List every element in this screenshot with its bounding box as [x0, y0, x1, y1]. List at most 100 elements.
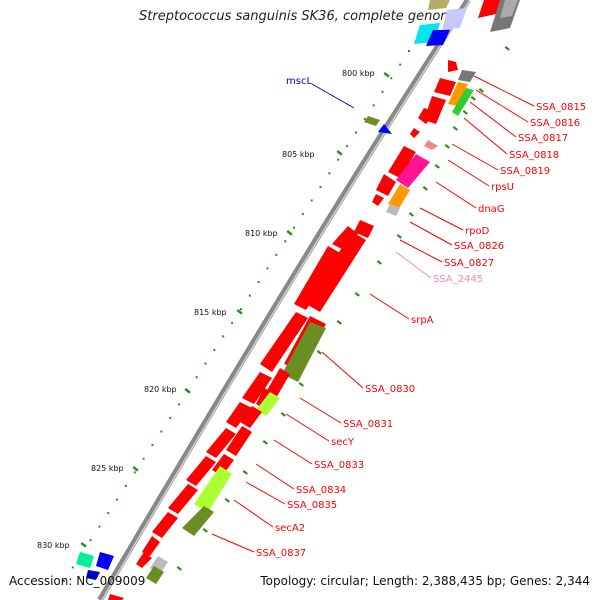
leader-line [255, 463, 295, 490]
tick-dot [257, 281, 260, 283]
tick-dot [408, 50, 410, 52]
gene-label-ssa-0837: SSA_0837 [256, 548, 306, 559]
gene-label-srpa: srpA [411, 315, 434, 326]
gene-block [434, 78, 456, 96]
scale-labels: 800 kbp 805 kbp 810 kbp 815 kbp 820 kbp 825 k… [37, 69, 375, 550]
inner-tick [452, 125, 458, 131]
scale-tick [80, 542, 87, 548]
leader-line [419, 207, 464, 231]
gene-labels: mscL SSA_0815 SSA_0816 SSA_0817 SSA_0818 SSA_… [256, 76, 586, 559]
gene-block [294, 246, 342, 310]
gene-label-ssa-0833: SSA_0833 [314, 460, 364, 471]
tick-dot [231, 321, 234, 324]
gene-block [96, 552, 114, 570]
tick-dot [381, 90, 384, 93]
leader-line [273, 439, 313, 465]
tick-dot [107, 512, 110, 515]
inner-tick [242, 470, 248, 475]
gene-label-secy: secY [331, 437, 355, 448]
gene-block [136, 552, 152, 568]
leader-line [285, 413, 330, 442]
tick-dot [328, 172, 331, 175]
gene-label-ssa-0830: SSA_0830 [365, 384, 415, 395]
inner-tick [462, 110, 468, 115]
gene-block [378, 124, 392, 134]
gene-block [426, 30, 450, 46]
inner-tick [262, 440, 268, 445]
tick-dot [301, 213, 304, 216]
leader-line [409, 221, 453, 246]
scale-tick [286, 230, 293, 236]
gene-label-ssa-2445: SSA_2445 [433, 274, 483, 285]
gene-block [182, 506, 214, 536]
scale-label: 825 kbp [91, 464, 124, 473]
inner-tick [336, 320, 342, 325]
inner-tick [396, 234, 402, 239]
accession-text: Accession: NC_009009 [9, 574, 146, 588]
gene-label-ssa-0827: SSA_0827 [444, 258, 494, 269]
tick-dot [363, 117, 366, 120]
tick-dot [195, 376, 198, 379]
gene-label-rpsu: rpsU [491, 182, 514, 193]
leader-line [311, 83, 355, 109]
map-title: Streptococcus sanguinis SK36, complete g… [139, 9, 461, 24]
leader-line [463, 117, 508, 155]
gene-label-mscl: mscL [286, 76, 312, 87]
gene-block [442, 8, 467, 30]
scale-tick [336, 150, 343, 156]
gene-block [354, 220, 374, 238]
gene-block [76, 552, 94, 568]
tick-dot [63, 580, 65, 582]
gene-blocks-top [414, 0, 520, 46]
leader-line [395, 251, 432, 279]
tick-dot [204, 362, 207, 365]
inner-tick [354, 292, 360, 297]
leader-line [399, 239, 443, 263]
gene-block [152, 512, 178, 538]
tick-dot [310, 199, 313, 202]
tick-dot [239, 308, 242, 311]
leader-line [233, 499, 274, 528]
gene-block [452, 88, 474, 116]
inner-tick-marks [176, 45, 510, 571]
gene-label-ssa-0815: SSA_0815 [536, 102, 586, 113]
gene-block [86, 570, 100, 580]
inner-tick [280, 412, 286, 417]
gene-label-ssa-0818: SSA_0818 [509, 150, 559, 161]
gene-block [448, 82, 468, 106]
leader-line [447, 159, 490, 187]
gene-block [448, 60, 458, 72]
gene-block [256, 392, 280, 416]
inner-tick [376, 260, 382, 265]
gene-block [372, 194, 384, 206]
scale-label: 815 kbp [194, 308, 227, 317]
gene-block [410, 128, 420, 138]
tick-dot [337, 158, 340, 161]
tick-dot [390, 77, 393, 80]
genome-backbone-highlight [101, 0, 471, 600]
gene-block [428, 0, 450, 10]
gene-label-ssa-0826: SSA_0826 [454, 241, 504, 252]
gene-block [306, 232, 366, 312]
gene-block [332, 226, 358, 250]
leader-line [245, 481, 286, 505]
scale-label: 800 kbp [342, 69, 375, 78]
leader-line [211, 533, 255, 553]
leader-lines [211, 75, 535, 553]
inner-tick [316, 349, 322, 355]
tick-dot [124, 484, 127, 487]
gene-block [168, 484, 198, 514]
leader-line [321, 351, 364, 389]
inner-tick [224, 498, 230, 503]
tick-dot [346, 145, 349, 148]
gene-block [282, 322, 326, 382]
gene-block [396, 154, 430, 188]
inner-tick [470, 95, 476, 101]
scale-tick [236, 309, 243, 315]
gene-label-ssa-0835: SSA_0835 [287, 500, 337, 511]
tick-dot [213, 349, 216, 351]
gene-block [242, 372, 272, 404]
gene-label-ssa-0816: SSA_0816 [530, 118, 580, 129]
gene-label-ssa-0817: SSA_0817 [518, 133, 568, 144]
tick-dot [275, 253, 278, 256]
